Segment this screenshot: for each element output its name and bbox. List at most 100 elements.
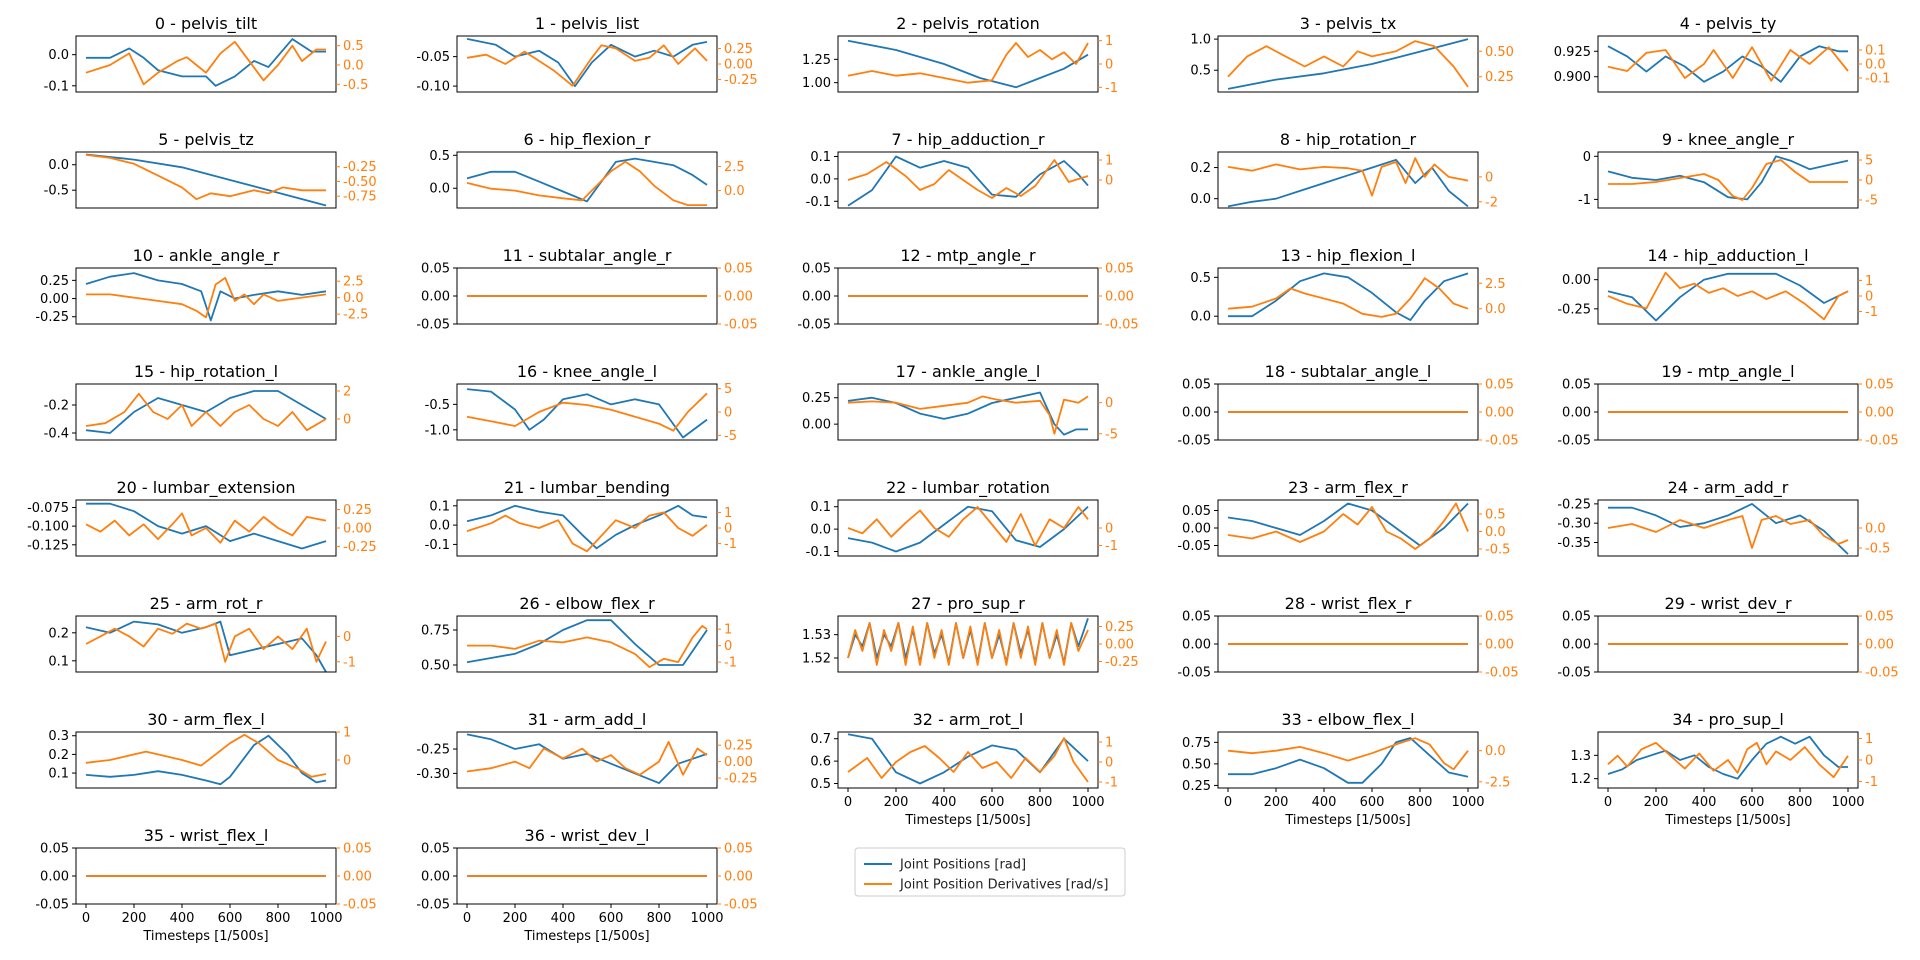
joint-derivative-line bbox=[85, 154, 326, 201]
subplot-title: 23 - arm_flex_r bbox=[1288, 478, 1408, 498]
y-tick-label: 1.53 bbox=[802, 628, 831, 643]
x-tick-label: 200 bbox=[1264, 795, 1289, 810]
y-tick-label: 1.3 bbox=[1570, 749, 1591, 764]
subplot-36: 36 - wrist_dev_l 0.05 0.00 -0.05 0.05 0.00 -0.… bbox=[416, 826, 757, 944]
x-tick-label: 0 bbox=[463, 911, 471, 926]
y-tick-label: 0.0 bbox=[1190, 192, 1211, 207]
y-tick-label: 0.1 bbox=[429, 499, 450, 514]
joint-position-line bbox=[1607, 45, 1848, 83]
y-tick-label: -0.125 bbox=[27, 538, 69, 553]
joint-derivative-line bbox=[85, 40, 326, 86]
legend-label: Joint Position Derivatives [rad/s] bbox=[899, 878, 1108, 893]
y-tick-label: -0.25 bbox=[416, 743, 450, 758]
joint-position-line bbox=[85, 272, 327, 322]
y-tick-label: 0.2 bbox=[48, 626, 69, 641]
y2-tick-label: 0.25 bbox=[724, 42, 753, 57]
joint-derivative-line bbox=[1227, 737, 1469, 771]
joint-position-line bbox=[1228, 272, 1469, 322]
y2-tick-label: 0.0 bbox=[1485, 744, 1506, 759]
y-tick-label: 0.0 bbox=[48, 158, 69, 173]
subplot-33: 33 - elbow_flex_l 0.75 0.50 0.25 0.0 -2.5 0 200… bbox=[1182, 710, 1510, 828]
y2-tick-label: 0.00 bbox=[343, 522, 372, 537]
y2-tick-label: 2 bbox=[343, 385, 351, 400]
axes-frame bbox=[1217, 267, 1479, 325]
subplot-8: 8 - hip_rotation_r 0.2 0.0 0 -2 bbox=[1190, 130, 1498, 210]
y-tick-label: 0.00 bbox=[421, 290, 450, 305]
subplot-13: 13 - hip_flexion_l 0.5 0.0 2.5 0.0 bbox=[1190, 246, 1505, 325]
y2-tick-label: -1 bbox=[343, 655, 356, 670]
y2-tick-label: 1 bbox=[1865, 732, 1873, 747]
subplot-28: 28 - wrist_flex_r 0.05 0.00 -0.05 0.05 0.00 -0… bbox=[1177, 594, 1518, 681]
y2-tick-label: -0.25 bbox=[343, 540, 377, 555]
y-tick-label: 0.50 bbox=[1182, 757, 1211, 772]
x-tick-label: 800 bbox=[1788, 795, 1813, 810]
joint-derivative-line bbox=[847, 622, 1089, 666]
y2-tick-label: 0.00 bbox=[1105, 290, 1134, 305]
y-tick-label: 0.5 bbox=[429, 149, 450, 164]
axes-frame bbox=[837, 35, 1099, 93]
y-tick-label: 0.25 bbox=[802, 391, 831, 406]
subplot-title: 30 - arm_flex_l bbox=[147, 710, 265, 730]
joint-position-line bbox=[1607, 735, 1848, 780]
y-tick-label: -0.25 bbox=[1557, 497, 1591, 512]
y2-tick-label: -0.05 bbox=[1485, 666, 1519, 681]
y-tick-label: 0.05 bbox=[1562, 378, 1591, 393]
y2-tick-label: -1 bbox=[1105, 776, 1118, 791]
joint-position-line bbox=[466, 388, 708, 439]
y2-tick-label: 0 bbox=[724, 639, 732, 654]
x-tick-label: 800 bbox=[1028, 795, 1053, 810]
y-tick-label: 0.00 bbox=[802, 290, 831, 305]
y2-tick-label: -1 bbox=[1865, 305, 1878, 320]
subplot-34: 34 - pro_sup_l 1.3 1.2 1 0 -1 0 200 400 600 800 100… bbox=[1570, 710, 1878, 828]
y2-tick-label: 0.05 bbox=[1865, 610, 1894, 625]
joint-position-line bbox=[86, 38, 326, 87]
y2-tick-label: 0.00 bbox=[724, 290, 753, 305]
subplot-title: 19 - mtp_angle_l bbox=[1661, 362, 1794, 382]
subplot-18: 18 - subtalar_angle_l 0.05 0.00 -0.05 0.05 0.… bbox=[1177, 362, 1518, 449]
x-axis-label: Timesteps [1/500s] bbox=[904, 813, 1030, 828]
joint-derivative-line bbox=[85, 622, 327, 663]
y-tick-label: 0.00 bbox=[40, 870, 69, 885]
joint-position-line bbox=[847, 505, 1089, 553]
x-tick-label: 1000 bbox=[690, 911, 723, 926]
joint-derivative-line bbox=[466, 741, 708, 776]
y2-tick-label: 2.5 bbox=[1485, 277, 1506, 292]
y2-tick-label: 0.25 bbox=[343, 503, 372, 518]
joint-derivative-line bbox=[1607, 46, 1849, 82]
axes-frame bbox=[1217, 151, 1479, 209]
x-tick-label: 200 bbox=[503, 911, 528, 926]
subplot-27: 27 - pro_sup_r 1.53 1.52 0.25 0.00 -0.25 bbox=[802, 594, 1139, 673]
x-tick-label: 800 bbox=[647, 911, 672, 926]
subplot-1: 1 - pelvis_list -0.05 -0.10 0.250.00-0.25 bbox=[416, 14, 757, 95]
joint-position-line bbox=[1227, 158, 1469, 208]
y-tick-label: -0.30 bbox=[1557, 517, 1591, 532]
x-tick-label: 400 bbox=[1692, 795, 1717, 810]
y-tick-label: -0.1 bbox=[425, 538, 450, 553]
y-tick-label: 0.05 bbox=[802, 262, 831, 277]
y2-tick-label: 0.0 bbox=[724, 184, 745, 199]
x-tick-label: 600 bbox=[218, 911, 243, 926]
subplot-title: 35 - wrist_flex_l bbox=[144, 826, 269, 846]
y2-tick-label: 0.5 bbox=[1485, 508, 1506, 523]
joint-position-line bbox=[466, 504, 708, 550]
y-tick-label: 0.00 bbox=[1182, 522, 1211, 537]
y-tick-label: 0.0 bbox=[810, 523, 831, 538]
y2-tick-label: -0.05 bbox=[1485, 434, 1519, 449]
y-tick-label: 1.00 bbox=[802, 76, 831, 91]
y-tick-label: 0.1 bbox=[810, 500, 831, 515]
joint-position-line bbox=[1227, 502, 1469, 547]
x-tick-label: 200 bbox=[122, 911, 147, 926]
x-tick-label: 1000 bbox=[309, 911, 342, 926]
y-tick-label: 0.75 bbox=[421, 624, 450, 639]
joint-position-line bbox=[1608, 502, 1849, 555]
y2-tick-label: 0 bbox=[1105, 756, 1113, 771]
subplot-title: 31 - arm_add_l bbox=[528, 710, 647, 730]
x-tick-label: 1000 bbox=[1831, 795, 1864, 810]
joint-derivative-line bbox=[85, 733, 327, 778]
y2-tick-label: 0 bbox=[1105, 396, 1113, 411]
y2-tick-label: 0 bbox=[343, 413, 351, 428]
subplot-21: 21 - lumbar_bending 0.1 0.0 -0.1 10-1 bbox=[425, 478, 737, 557]
subplot-19: 19 - mtp_angle_l 0.05 0.00 -0.05 0.05 0.00 -0.… bbox=[1557, 362, 1898, 449]
subplot-title: 14 - hip_adduction_l bbox=[1647, 246, 1808, 266]
subplot-2: 2 - pelvis_rotation 1.25 1.00 1 0 -1 bbox=[802, 14, 1118, 96]
